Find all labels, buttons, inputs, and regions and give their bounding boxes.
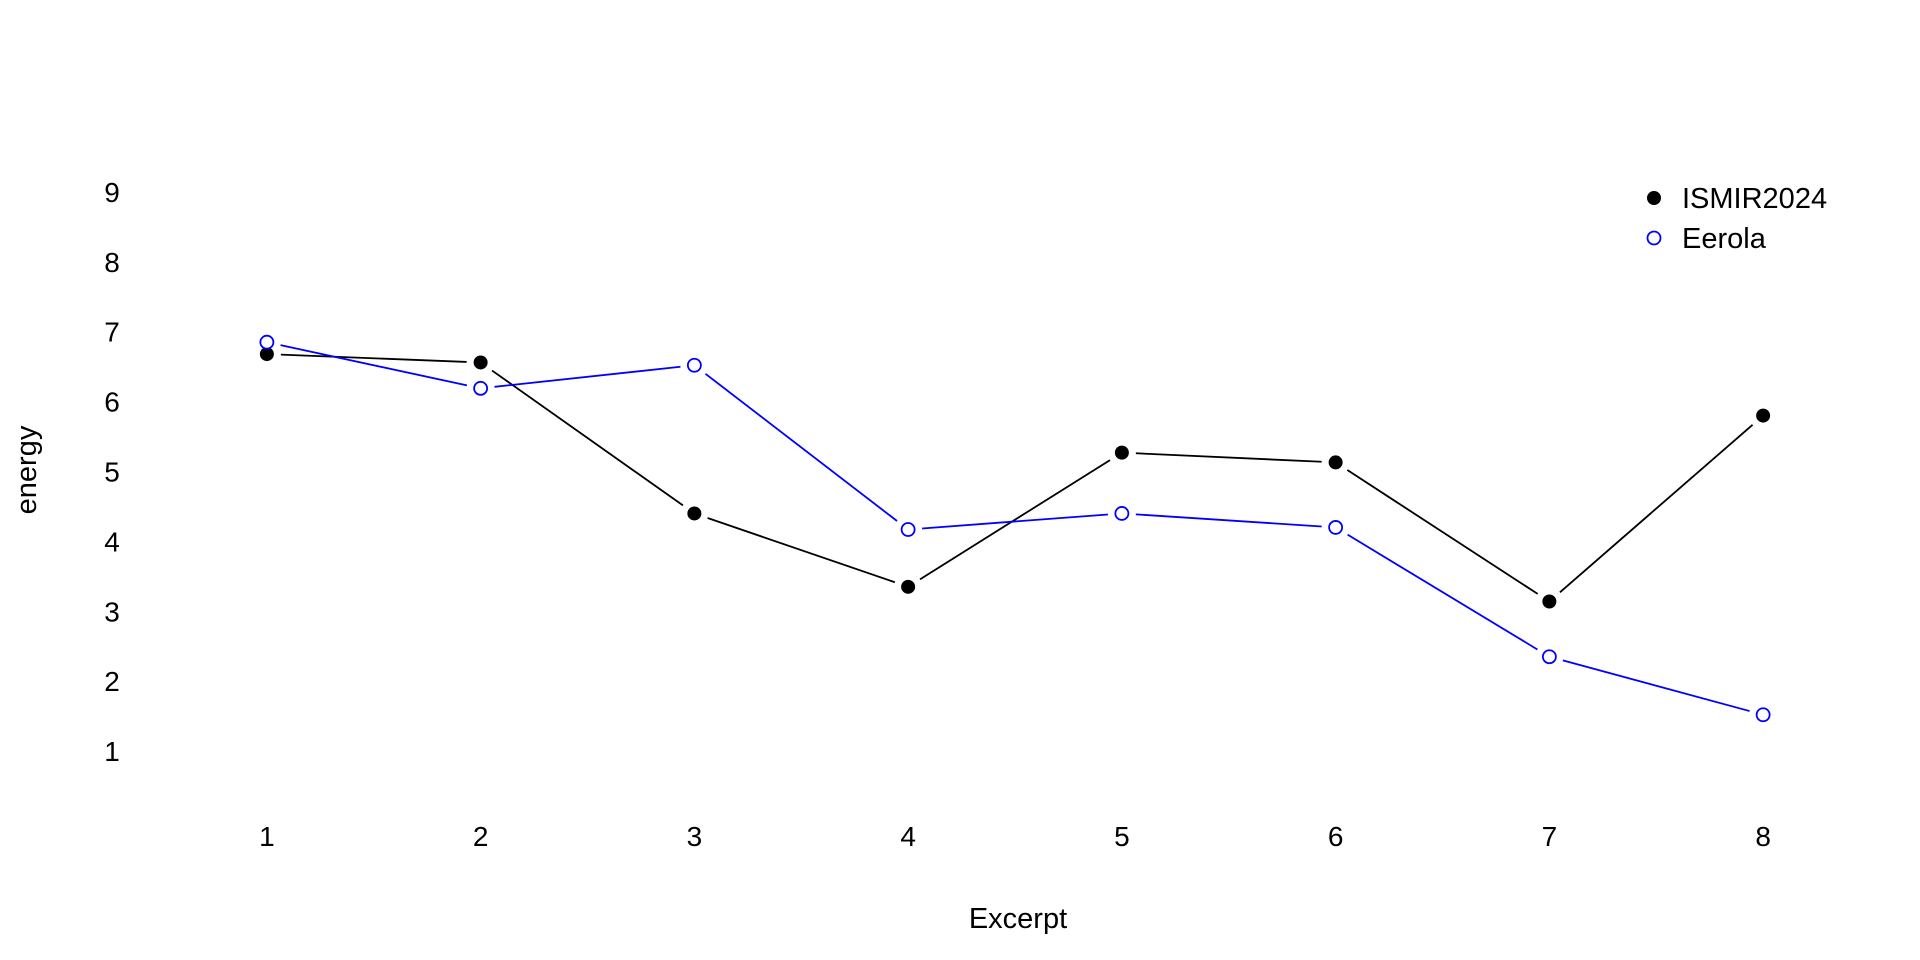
x-axis-title: Excerpt	[969, 903, 1067, 935]
y-tick-label: 4	[104, 526, 120, 557]
series-line-segment	[1135, 513, 1322, 528]
data-point	[1114, 445, 1129, 460]
series-eerola	[259, 334, 1771, 723]
data-point	[900, 522, 916, 537]
y-tick-label: 3	[104, 596, 120, 627]
x-tick-label: 4	[900, 821, 916, 852]
y-tick-label: 8	[104, 247, 120, 278]
x-tick-label: 1	[259, 821, 275, 852]
series-line-segment	[280, 344, 468, 387]
legend-marker	[1647, 191, 1661, 205]
series-ismir2024	[259, 347, 1771, 609]
y-tick-label: 6	[104, 387, 120, 418]
series-line-segment	[494, 365, 681, 388]
y-tick-label: 2	[104, 666, 120, 697]
data-point	[259, 334, 275, 350]
data-point	[901, 579, 916, 594]
data-point	[686, 357, 702, 373]
legend-label: Eerola	[1682, 223, 1767, 255]
x-tick-label: 5	[1114, 821, 1130, 852]
data-point	[473, 380, 489, 396]
series-line-segment	[1562, 659, 1750, 712]
y-tick-label: 9	[104, 177, 120, 208]
y-axis-ticks: 1 2 3 4 5 6 7 8 9	[104, 177, 120, 767]
data-point	[1328, 455, 1343, 470]
series-line-segment	[1135, 452, 1322, 463]
data-point	[473, 355, 488, 370]
y-tick-label: 7	[104, 317, 120, 348]
x-tick-label: 7	[1542, 821, 1558, 852]
x-tick-label: 6	[1328, 821, 1344, 852]
x-tick-label: 2	[473, 821, 489, 852]
data-point	[1541, 649, 1557, 665]
data-point	[1756, 408, 1771, 423]
data-point	[1328, 520, 1344, 535]
series-line-segment	[922, 513, 1108, 530]
series-line-segment	[704, 373, 898, 522]
y-tick-label: 5	[104, 457, 120, 488]
series-line-segment	[1559, 424, 1754, 593]
y-axis-title: energy	[11, 425, 43, 514]
data-point	[1542, 594, 1557, 609]
y-tick-label: 1	[104, 736, 120, 767]
x-tick-label: 8	[1755, 821, 1771, 852]
legend-marker	[1646, 230, 1662, 246]
legend-label: ISMIR2024	[1682, 183, 1827, 215]
x-axis-ticks: 1 2 3 4 5 6 7 8	[259, 821, 1771, 852]
legend: ISMIR2024 Eerola	[1646, 183, 1827, 255]
series-line-segment	[1347, 533, 1538, 651]
series-line-segment	[919, 459, 1111, 581]
series-layer	[259, 334, 1771, 723]
series-line-segment	[491, 369, 684, 507]
series-line-segment	[280, 353, 467, 363]
series-line-segment	[1346, 469, 1539, 595]
data-point	[1755, 707, 1771, 723]
data-point	[687, 506, 702, 521]
x-tick-label: 3	[687, 821, 703, 852]
series-line-segment	[707, 517, 896, 584]
data-point	[1114, 506, 1130, 521]
